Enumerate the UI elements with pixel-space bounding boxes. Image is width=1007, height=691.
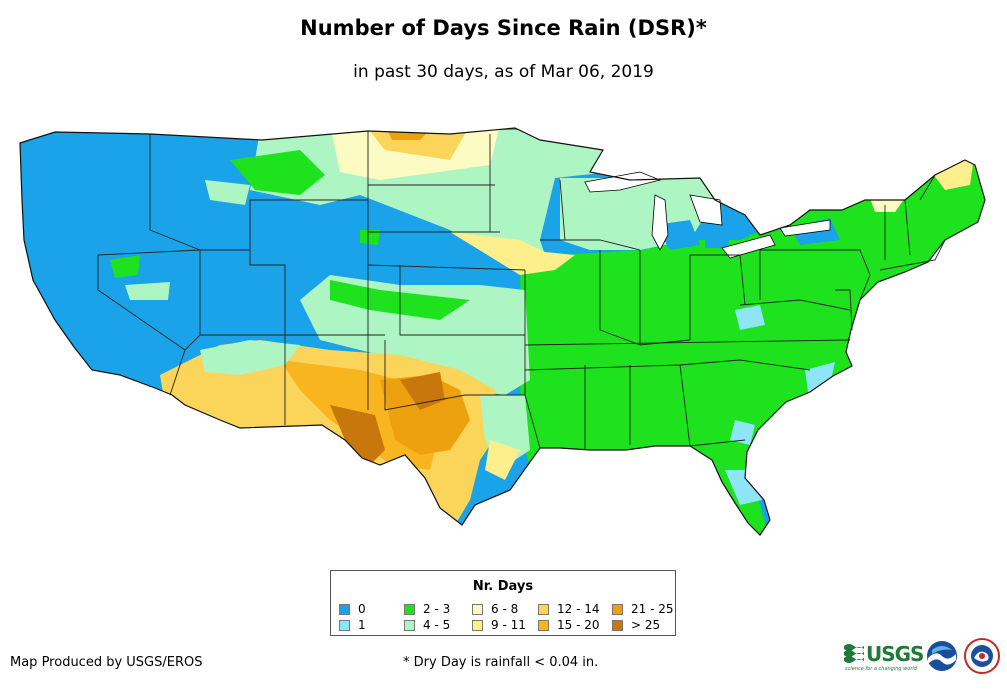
legend-item-7: 15 - 20: [538, 618, 600, 632]
logos: USGS science for a changing world: [843, 638, 1003, 678]
legend-swatch: [404, 603, 415, 615]
legend-item-1: 1: [339, 618, 366, 632]
legend-item-6: 12 - 14: [538, 602, 600, 616]
legend-item-3: 4 - 5: [404, 618, 450, 632]
legend-swatch: [612, 619, 623, 631]
legend-title: Nr. Days: [472, 579, 534, 594]
legend-item-2: 2 - 3: [404, 602, 450, 616]
credit-text: Map Produced by USGS/EROS: [10, 655, 203, 670]
legend-label: 0: [358, 602, 366, 616]
legend-swatch: [538, 603, 549, 615]
usgs-wave-icon: [844, 644, 864, 663]
legend-label: 6 - 8: [491, 602, 519, 616]
noaa-logo-icon: [927, 641, 957, 671]
legend-label: 9 - 11: [491, 618, 526, 632]
legend-item-5: 9 - 11: [472, 618, 526, 632]
legend-label: 4 - 5: [423, 618, 451, 632]
map-title: Number of Days Since Rain (DSR)*: [300, 16, 707, 40]
legend-swatch: [339, 603, 350, 615]
legend: Nr. Days 0 1 2 - 3 4 - 5 6 - 8 9 - 11 12…: [330, 570, 676, 636]
legend-label: 1: [358, 618, 366, 632]
legend-swatch: [472, 603, 483, 615]
legend-label: 15 - 20: [557, 618, 600, 632]
map-subtitle: in past 30 days, as of Mar 06, 2019: [353, 62, 654, 82]
usgs-wordmark: USGS: [866, 642, 924, 666]
footnote-text: * Dry Day is rainfall < 0.04 in.: [403, 655, 599, 670]
legend-item-9: > 25: [612, 618, 660, 632]
legend-label: 2 - 3: [423, 602, 451, 616]
legend-swatch: [339, 619, 350, 631]
legend-label: 12 - 14: [557, 602, 600, 616]
legend-item-8: 21 - 25: [612, 602, 674, 616]
legend-item-4: 6 - 8: [472, 602, 518, 616]
legend-label: 21 - 25: [631, 602, 674, 616]
legend-swatch: [404, 619, 415, 631]
usgs-tagline: science for a changing world: [845, 666, 917, 672]
legend-swatch: [612, 603, 623, 615]
legend-item-0: 0: [339, 602, 366, 616]
legend-swatch: [472, 619, 483, 631]
nws-logo-icon: [964, 638, 1000, 674]
legend-label: > 25: [631, 618, 661, 632]
usgs-logo: USGS: [843, 642, 924, 666]
legend-swatch: [538, 619, 549, 631]
